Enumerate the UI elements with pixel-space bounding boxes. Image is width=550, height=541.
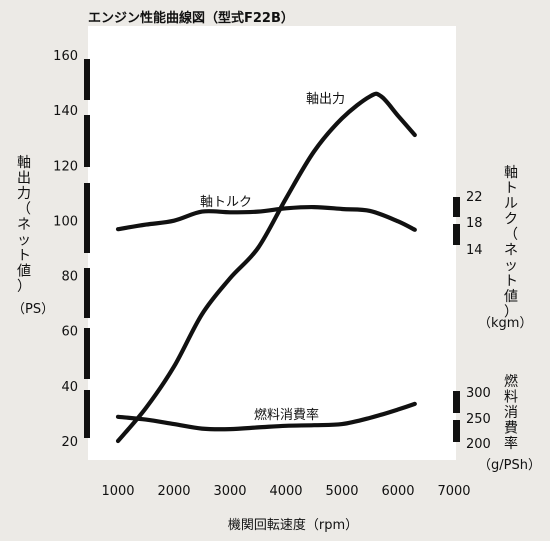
torque-tick-14: 14	[466, 243, 483, 258]
torque-axis-title-char: ト	[504, 274, 518, 290]
torque-axis-title-char: 値	[504, 289, 518, 305]
fuel-tick-300: 300	[466, 386, 491, 401]
left-axis-scale-bar	[84, 390, 90, 438]
left-axis-title-char: ッ	[17, 233, 31, 249]
torque-axis-title-char: ネ	[504, 243, 518, 259]
x-axis-ticks: 1000 2000 3000 4000 5000 6000 7000	[101, 484, 470, 499]
left-tick-100: 100	[53, 214, 78, 229]
left-axis-title-char: 値	[17, 264, 31, 280]
left-tick-160: 160	[53, 49, 78, 64]
fuel-axis-title-char: 率	[504, 435, 518, 452]
x-tick-6000: 6000	[381, 484, 414, 499]
left-axis-scale-bar	[84, 115, 90, 167]
power-curve	[115, 91, 417, 444]
fuel-axis-title-char: 消	[504, 405, 518, 421]
left-axis-title-char: ネ	[17, 217, 31, 233]
torque-axis-unit: （kgm）	[478, 316, 532, 331]
fuel-curve-label: 燃料消費率	[254, 407, 319, 423]
fuel-axis-scale-bar	[453, 391, 460, 413]
x-tick-3000: 3000	[213, 484, 246, 499]
torque-axis-scale-bar	[453, 197, 460, 217]
torque-axis-scale-bar	[453, 224, 460, 245]
left-axis-title-char: 出	[17, 171, 31, 187]
torque-axis-title-char: ル	[504, 196, 518, 212]
left-tick-120: 120	[53, 159, 78, 174]
torque-curve	[115, 204, 417, 232]
left-axis-title-char: 力	[17, 186, 31, 202]
x-tick-1000: 1000	[101, 484, 134, 499]
left-axis-title-char: ）	[17, 279, 31, 295]
fuel-tick-200: 200	[466, 437, 491, 452]
plot-area	[88, 26, 456, 460]
torque-axis-title-char: ）	[504, 305, 518, 321]
left-axis-ticks: 20 40 60 80 100 120 140 160	[53, 49, 78, 450]
left-tick-20: 20	[61, 435, 78, 450]
left-axis-scale-bar	[84, 328, 90, 379]
power-curve-label: 軸出力	[306, 92, 345, 107]
x-tick-4000: 4000	[269, 484, 302, 499]
torque-axis-title-char: （	[504, 227, 518, 243]
left-axis-title-char: ト	[17, 248, 31, 264]
x-tick-2000: 2000	[157, 484, 190, 499]
fuel-axis-unit: （g/PSh）	[478, 458, 541, 473]
fuel-axis-title-char: 燃	[504, 373, 518, 390]
torque-curve-label: 軸トルク	[200, 195, 252, 210]
left-axis-scale-bar	[84, 59, 90, 100]
left-tick-40: 40	[61, 380, 78, 395]
left-tick-60: 60	[61, 325, 78, 340]
torque-axis-title-char: ッ	[504, 258, 518, 274]
fuel-axis-scale-bar	[453, 420, 460, 442]
left-tick-140: 140	[53, 104, 78, 119]
torque-axis-title-char: ト	[504, 181, 518, 197]
left-axis-title-char: （	[17, 202, 31, 218]
left-axis-unit: （PS）	[12, 302, 54, 317]
fuel-axis-title: 燃料消費率	[504, 373, 518, 452]
torque-axis-title-char: 軸	[504, 165, 518, 181]
torque-tick-18: 18	[466, 216, 483, 231]
fuel-tick-250: 250	[466, 412, 491, 427]
fuel-consumption-curve	[115, 401, 417, 432]
chart-title: エンジン性能曲線図（型式F22B）	[88, 10, 294, 26]
torque-tick-22: 22	[466, 190, 483, 205]
fuel-axis-title-char: 料	[504, 390, 518, 406]
x-axis-title: 機関回転速度（rpm）	[228, 517, 358, 533]
left-tick-80: 80	[61, 270, 78, 285]
x-tick-7000: 7000	[437, 484, 470, 499]
torque-axis-title-char: ク	[504, 212, 518, 228]
left-axis-scale-bar	[84, 183, 90, 253]
x-tick-5000: 5000	[325, 484, 358, 499]
left-axis-scale-bar	[84, 268, 90, 318]
left-axis-title-char: 軸	[17, 155, 31, 171]
fuel-axis-title-char: 費	[504, 421, 518, 437]
